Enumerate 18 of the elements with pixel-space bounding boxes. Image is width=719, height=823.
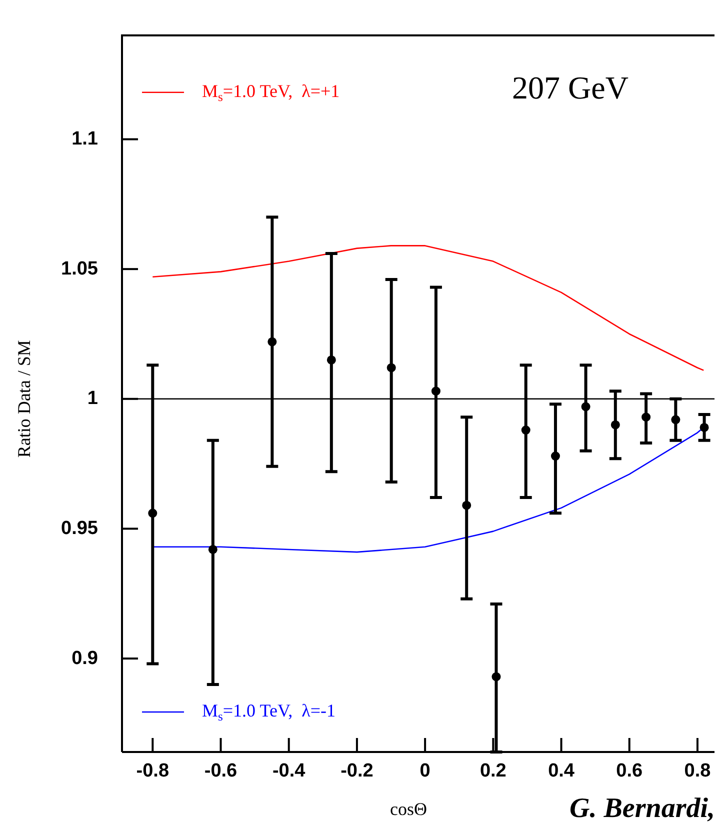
- x-tick-label: 0.4: [548, 760, 575, 782]
- y-tick-label: 1: [87, 388, 98, 410]
- x-tick-label: 0.6: [616, 760, 643, 782]
- text: G. Bernardi,: [570, 793, 715, 823]
- x-tick-label: 0: [420, 760, 430, 782]
- x-tick-label: -0.8: [136, 760, 170, 782]
- y-tick-label: 0.9: [72, 648, 98, 669]
- x-tick-label: -0.2: [340, 760, 374, 782]
- x-axis-title: cosΘ: [390, 799, 427, 819]
- y-tick-label: 0.95: [61, 518, 98, 539]
- annotation: 207 GeV: [512, 69, 628, 106]
- y-tick-label: 1.1: [72, 128, 98, 150]
- y-axis-title: Ratio Data / SM: [14, 340, 34, 458]
- x-tick-label: -0.6: [204, 760, 238, 782]
- x-tick-label: 0.8: [684, 760, 711, 782]
- x-tick-label: 0.2: [480, 760, 506, 782]
- x-tick-label: -0.4: [272, 760, 306, 782]
- y-tick-label: 1.05: [61, 258, 98, 280]
